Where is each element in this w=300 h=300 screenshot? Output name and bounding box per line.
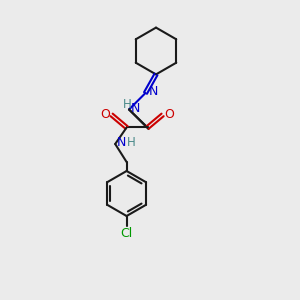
Text: O: O bbox=[164, 108, 174, 122]
Text: N: N bbox=[131, 101, 140, 115]
Text: H: H bbox=[126, 136, 135, 149]
Text: H: H bbox=[122, 98, 131, 111]
Text: O: O bbox=[100, 108, 110, 122]
Text: N: N bbox=[116, 136, 126, 149]
Text: N: N bbox=[148, 85, 158, 98]
Text: Cl: Cl bbox=[121, 227, 133, 241]
